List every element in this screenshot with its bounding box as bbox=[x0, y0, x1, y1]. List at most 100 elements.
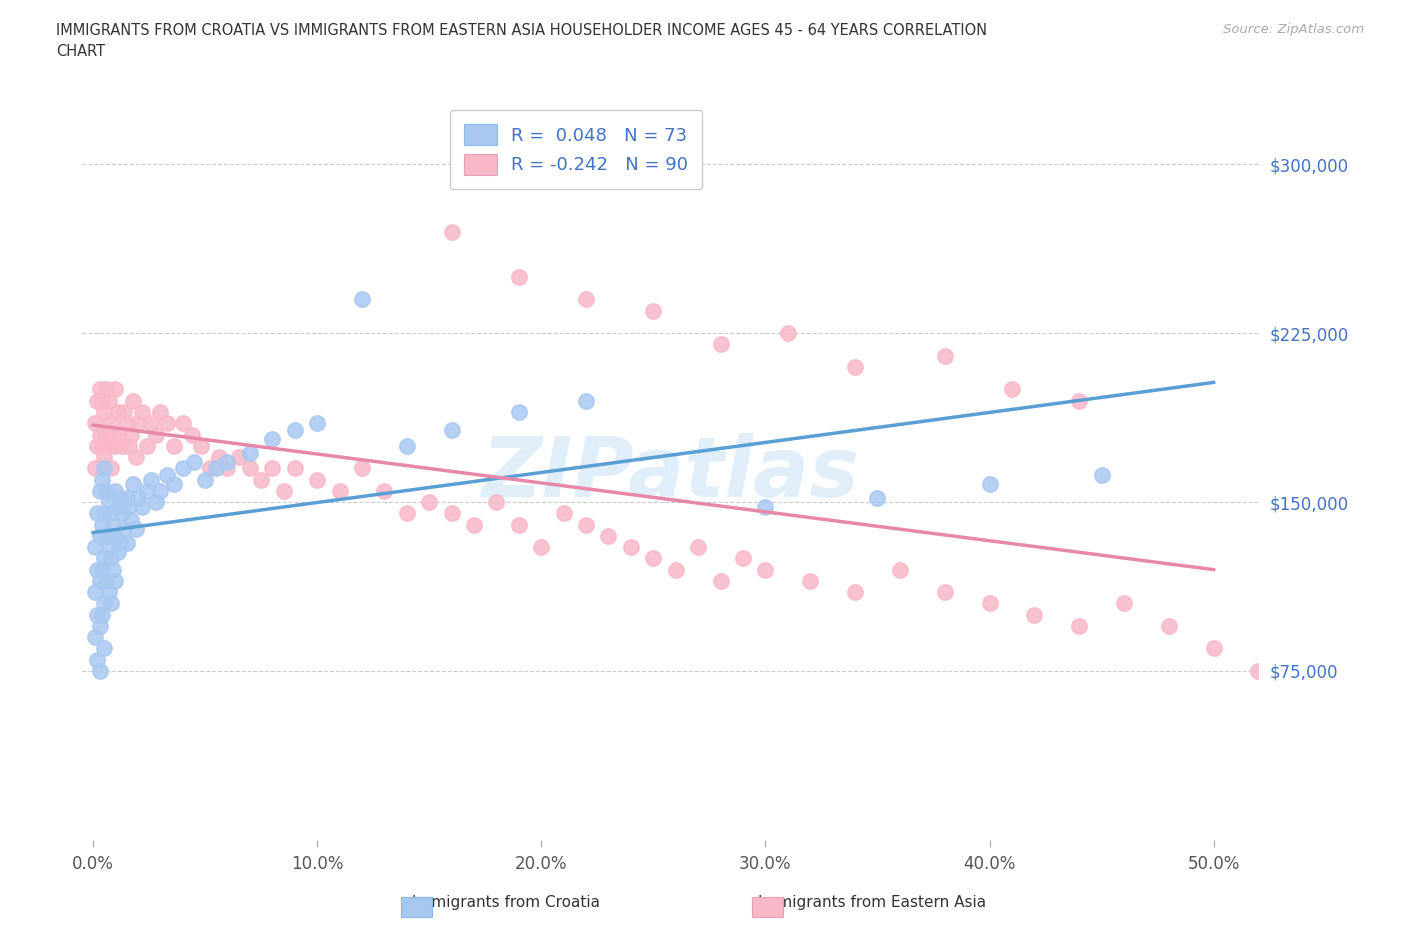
Point bbox=[101, 563, 124, 578]
Point bbox=[463, 517, 485, 532]
Point bbox=[97, 438, 120, 453]
Point bbox=[754, 563, 776, 578]
Point bbox=[86, 506, 108, 521]
Point bbox=[284, 422, 307, 437]
Point bbox=[91, 517, 114, 532]
Point bbox=[205, 461, 228, 476]
Point bbox=[1112, 596, 1135, 611]
Point bbox=[273, 484, 295, 498]
Point bbox=[111, 506, 134, 521]
Point bbox=[84, 461, 107, 476]
Point bbox=[118, 499, 141, 514]
Point bbox=[135, 484, 157, 498]
Point bbox=[86, 607, 108, 622]
Point bbox=[262, 461, 284, 476]
Point bbox=[93, 461, 115, 476]
Point bbox=[89, 574, 111, 589]
Point bbox=[979, 596, 1001, 611]
Point bbox=[104, 438, 127, 453]
Point bbox=[124, 522, 146, 537]
Point bbox=[84, 630, 107, 644]
Point bbox=[163, 438, 186, 453]
Point bbox=[1090, 468, 1112, 483]
Point bbox=[104, 574, 127, 589]
Point bbox=[111, 438, 134, 453]
Point bbox=[120, 427, 142, 442]
Point bbox=[350, 292, 373, 307]
Point bbox=[575, 393, 598, 408]
Point bbox=[553, 506, 575, 521]
Point bbox=[643, 551, 665, 565]
Point bbox=[93, 405, 115, 419]
Point bbox=[100, 551, 122, 565]
Point bbox=[1069, 618, 1091, 633]
Point bbox=[89, 382, 111, 397]
Point bbox=[118, 438, 141, 453]
Point bbox=[91, 438, 114, 453]
Text: IMMIGRANTS FROM CROATIA VS IMMIGRANTS FROM EASTERN ASIA HOUSEHOLDER INCOME AGES : IMMIGRANTS FROM CROATIA VS IMMIGRANTS FR… bbox=[56, 23, 987, 60]
Point bbox=[145, 427, 167, 442]
Point bbox=[217, 454, 239, 469]
Point bbox=[104, 382, 127, 397]
Point bbox=[97, 539, 120, 554]
Point bbox=[262, 432, 284, 446]
Point bbox=[485, 495, 508, 510]
Point bbox=[122, 477, 145, 492]
Point bbox=[89, 618, 111, 633]
Point bbox=[776, 326, 799, 340]
Point bbox=[112, 405, 135, 419]
Text: Source: ZipAtlas.com: Source: ZipAtlas.com bbox=[1223, 23, 1364, 36]
Point bbox=[96, 382, 118, 397]
Point bbox=[115, 490, 138, 505]
Point bbox=[575, 517, 598, 532]
Point bbox=[97, 393, 120, 408]
Point bbox=[86, 438, 108, 453]
Point bbox=[96, 427, 118, 442]
Point bbox=[643, 303, 665, 318]
Point bbox=[124, 449, 146, 464]
Point bbox=[508, 270, 530, 285]
Point bbox=[217, 461, 239, 476]
Point bbox=[91, 563, 114, 578]
Point bbox=[731, 551, 754, 565]
Point bbox=[183, 454, 205, 469]
Point bbox=[754, 499, 776, 514]
Point bbox=[250, 472, 273, 487]
Point bbox=[156, 416, 179, 431]
Point bbox=[96, 528, 118, 543]
Point bbox=[598, 528, 620, 543]
Point bbox=[934, 585, 956, 600]
Text: Immigrants from Croatia: Immigrants from Croatia bbox=[412, 895, 600, 910]
Point bbox=[115, 416, 138, 431]
Point bbox=[418, 495, 440, 510]
Point bbox=[89, 528, 111, 543]
Point bbox=[107, 499, 129, 514]
Point bbox=[190, 438, 212, 453]
Point bbox=[91, 607, 114, 622]
Point bbox=[131, 405, 153, 419]
Point bbox=[1157, 618, 1180, 633]
Point bbox=[108, 490, 131, 505]
Point bbox=[89, 427, 111, 442]
Point bbox=[93, 449, 115, 464]
Point bbox=[84, 539, 107, 554]
Point bbox=[93, 506, 115, 521]
Point bbox=[145, 495, 167, 510]
Text: ZIPatlas: ZIPatlas bbox=[481, 433, 859, 514]
Point bbox=[575, 292, 598, 307]
Point bbox=[108, 427, 131, 442]
Point bbox=[688, 539, 710, 554]
Point bbox=[350, 461, 373, 476]
Point bbox=[180, 427, 202, 442]
Point bbox=[799, 574, 821, 589]
Point bbox=[395, 438, 418, 453]
Point bbox=[194, 472, 217, 487]
Point bbox=[395, 506, 418, 521]
Point bbox=[93, 596, 115, 611]
Point bbox=[328, 484, 350, 498]
Point bbox=[844, 360, 866, 375]
Legend: R =  0.048   N = 73, R = -0.242   N = 90: R = 0.048 N = 73, R = -0.242 N = 90 bbox=[450, 110, 703, 190]
Point bbox=[108, 535, 131, 550]
Point bbox=[107, 544, 129, 559]
Point bbox=[96, 484, 118, 498]
